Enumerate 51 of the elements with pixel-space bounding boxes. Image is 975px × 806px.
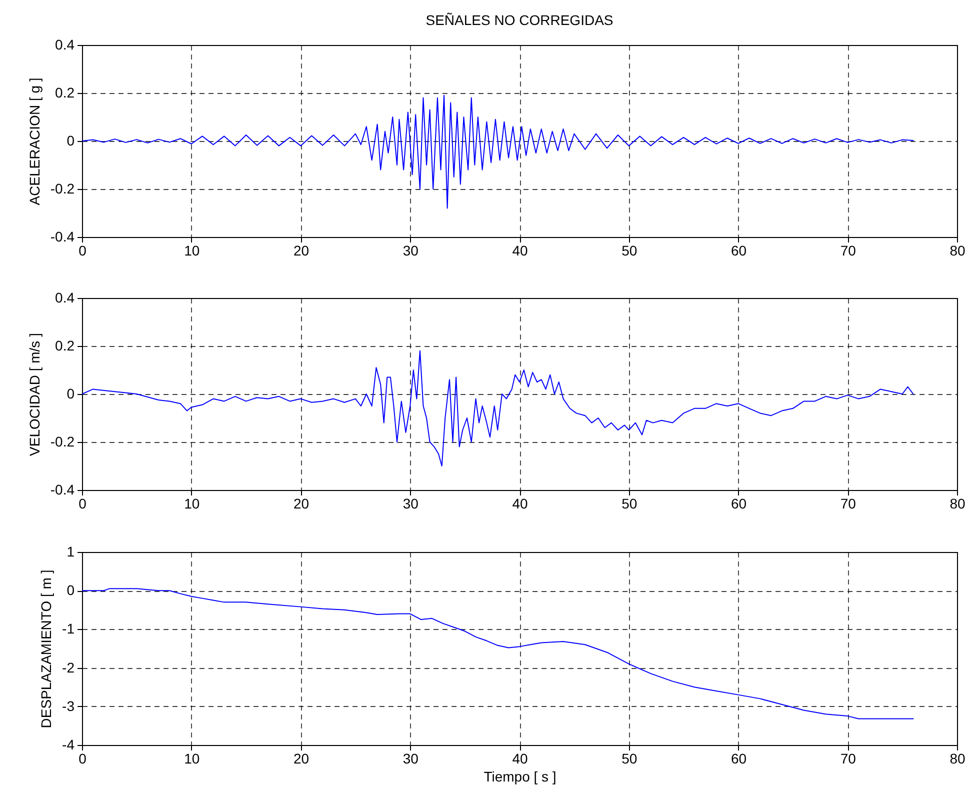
x-tick-label: 20	[293, 750, 310, 766]
line-series	[82, 94, 914, 209]
y-tick-label: -3	[62, 698, 75, 714]
y-axis-title: ACELERACION [ g ]	[26, 78, 42, 206]
chart-title: SEÑALES NO CORREGIDAS	[426, 12, 614, 28]
y-tick-label: 0	[66, 386, 75, 402]
x-tick-label: 80	[950, 242, 966, 258]
x-tick-label: 60	[730, 496, 747, 512]
y-tick-label: -1	[62, 620, 75, 637]
x-tick-label: 70	[840, 750, 856, 766]
line-series	[82, 588, 914, 720]
x-tick-label: 40	[512, 496, 528, 512]
x-tick-label: 40	[512, 242, 528, 258]
x-tick-label: 30	[402, 242, 419, 258]
line-series	[82, 350, 914, 466]
x-tick-label: 10	[184, 496, 200, 512]
y-tick-label: -4	[62, 736, 75, 752]
x-tick-label: 0	[78, 750, 87, 766]
y-tick-label: 0.2	[55, 84, 75, 100]
x-tick-label: 60	[730, 750, 747, 766]
x-tick-label: 30	[402, 496, 419, 512]
y-tick-label: 0	[66, 582, 75, 598]
x-tick-label: 0	[78, 496, 87, 512]
y-axis-title: DESPLAZAMIENTO [ m ]	[38, 570, 54, 728]
y-tick-label: -2	[62, 659, 75, 676]
y-tick-label: 0	[66, 132, 75, 148]
x-tick-label: 80	[950, 496, 966, 512]
x-tick-label: 70	[840, 242, 856, 258]
x-tick-label: 80	[950, 750, 966, 766]
y-tick-label: 0.2	[55, 338, 75, 354]
x-tick-label: 10	[184, 750, 200, 766]
x-tick-label: 20	[293, 242, 310, 258]
y-tick-label: -0.4	[50, 482, 75, 498]
y-tick-label: -0.2	[50, 180, 75, 196]
x-tick-label: 30	[402, 750, 419, 766]
x-tick-label: 20	[293, 496, 310, 512]
x-tick-label: 0	[78, 242, 87, 258]
y-tick-label: -0.4	[50, 228, 75, 244]
y-tick-label: -0.2	[50, 434, 75, 450]
x-tick-label: 50	[622, 496, 638, 512]
x-tick-label: 40	[512, 750, 528, 766]
x-tick-label: 50	[622, 242, 638, 258]
x-tick-label: 10	[184, 242, 200, 258]
y-tick-label: 0.4	[55, 290, 75, 306]
y-tick-label: 0.4	[55, 36, 75, 52]
y-tick-label: 1	[66, 544, 75, 560]
x-tick-label: 60	[730, 242, 747, 258]
x-axis-title: Tiempo [ s ]	[484, 768, 556, 784]
x-tick-label: 50	[622, 750, 638, 766]
y-axis-title: VELOCIDAD [ m/s ]	[26, 333, 42, 456]
x-tick-label: 70	[840, 496, 856, 512]
